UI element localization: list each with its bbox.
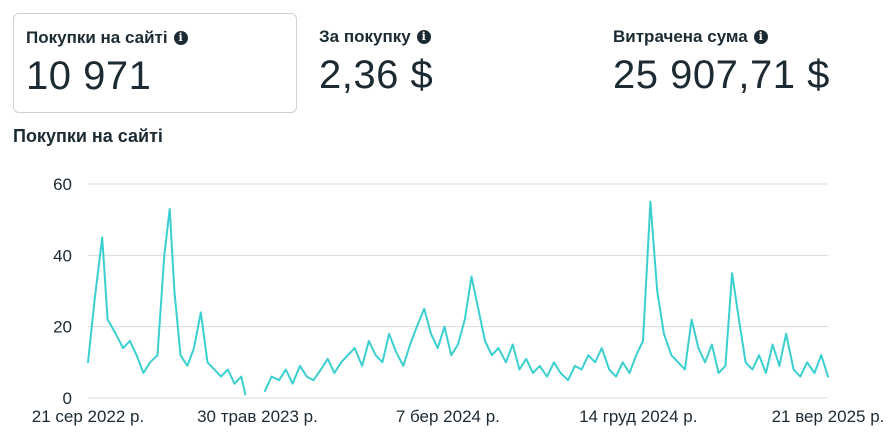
metric-value: 2,36 $ xyxy=(319,53,434,97)
metric-value: 10 971 xyxy=(26,54,152,98)
metric-card-amount-spent[interactable]: Витрачена сума i 25 907,71 $ xyxy=(601,13,881,113)
info-icon[interactable]: i xyxy=(753,30,768,44)
series-line xyxy=(87,208,247,396)
info-icon[interactable]: i xyxy=(173,31,188,45)
metric-label: За покупку i xyxy=(319,27,579,47)
metric-value: 25 907,71 $ xyxy=(613,53,830,97)
metric-label: Покупки на сайті i xyxy=(26,28,284,48)
info-icon[interactable]: i xyxy=(416,30,431,44)
metric-label: Витрачена сума i xyxy=(613,27,869,47)
x-tick-label: 30 трав 2023 р. xyxy=(197,407,318,426)
x-tick-label: 21 сер 2022 р. xyxy=(32,407,144,426)
y-tick-label: 60 xyxy=(53,175,72,194)
x-tick-label: 7 бер 2024 р. xyxy=(396,407,500,426)
x-tick-label: 14 груд 2024 р. xyxy=(579,407,697,426)
metric-card-cost-per-purchase[interactable]: За покупку i 2,36 $ xyxy=(307,13,591,113)
x-tick-label: 21 вер 2025 р. xyxy=(772,407,885,426)
chart-title: Покупки на сайті xyxy=(13,126,163,146)
y-tick-label: 20 xyxy=(53,318,72,337)
y-tick-label: 0 xyxy=(63,389,72,408)
metric-label-text: Покупки на сайті xyxy=(26,28,168,47)
metric-label-text: За покупку xyxy=(319,27,411,46)
series-line xyxy=(263,200,829,392)
y-tick-label: 40 xyxy=(53,246,72,265)
metric-label-text: Витрачена сума xyxy=(613,27,748,46)
metric-card-purchases[interactable]: Покупки на сайті i 10 971 xyxy=(13,13,297,113)
